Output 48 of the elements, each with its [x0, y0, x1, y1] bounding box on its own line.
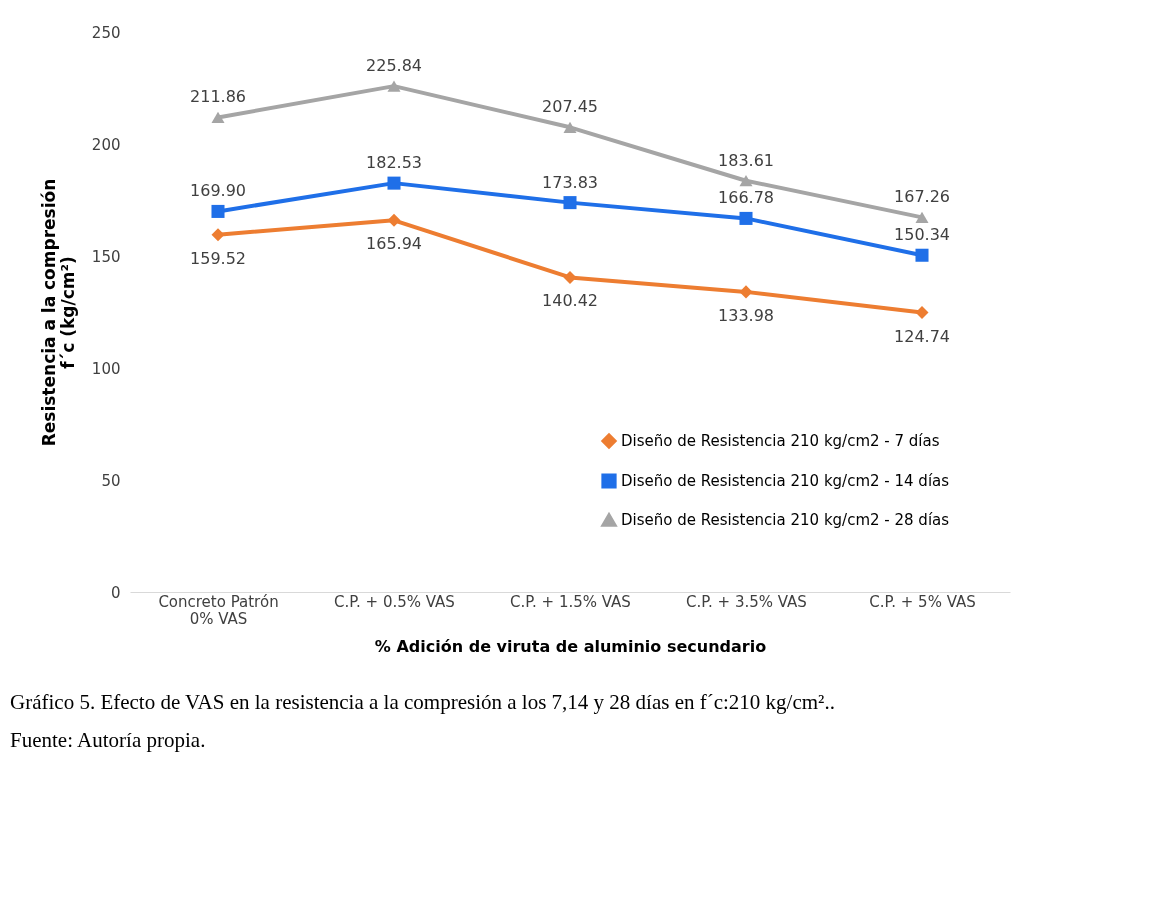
- y-tick-label: 50: [101, 471, 121, 490]
- data-label: 173.83: [542, 172, 598, 192]
- x-tick-label: Concreto Patrón 0% VAS: [158, 592, 279, 628]
- y-tick-label: 100: [91, 359, 121, 378]
- data-label: 183.61: [718, 150, 774, 170]
- x-axis-title: % Adición de viruta de aluminio secundario: [374, 636, 767, 656]
- point: [915, 248, 929, 262]
- data-label: 140.42: [542, 291, 598, 311]
- data-label: 211.86: [190, 87, 246, 107]
- point: [211, 228, 225, 242]
- data-label: 124.74: [894, 326, 950, 346]
- point: [563, 270, 577, 284]
- source-note: Fuente: Autoría propia.: [10, 728, 206, 752]
- data-label: 159.52: [190, 248, 246, 268]
- x-tick-label: C.P. + 1.5% VAS: [510, 592, 631, 611]
- legend-label: Diseño de Resistencia 210 kg/cm2 - 14 días: [621, 472, 950, 490]
- y-tick-label: 200: [91, 135, 121, 154]
- point: [387, 80, 401, 92]
- point: [563, 196, 577, 210]
- data-label: 225.84: [366, 56, 422, 76]
- point: [739, 285, 753, 299]
- data-label: 150.34: [894, 225, 950, 245]
- data-label: 166.78: [718, 188, 774, 208]
- point: [211, 111, 225, 124]
- data-label: 169.90: [190, 181, 246, 201]
- point: [563, 121, 577, 133]
- y-tick-label: 150: [91, 247, 121, 266]
- data-label: 167.26: [894, 187, 950, 207]
- point: [915, 306, 929, 320]
- data-label: 133.98: [718, 305, 774, 325]
- point: [211, 204, 225, 218]
- y-axis-title: Resistencia a la compresión f´c (kg/cm²): [38, 178, 78, 447]
- y-tick-label: 250: [91, 23, 121, 42]
- data-label: 165.94: [366, 234, 422, 254]
- point: [739, 175, 753, 187]
- legend-label: Diseño de Resistencia 210 kg/cm2 - 28 días: [621, 511, 950, 529]
- x-tick-label: C.P. + 5% VAS: [869, 592, 976, 611]
- data-label: 182.53: [366, 153, 422, 173]
- legend-label: Diseño de Resistencia 210 kg/cm2 - 7 días: [621, 432, 940, 450]
- point: [915, 211, 929, 223]
- data-label: 207.45: [542, 97, 598, 117]
- point: [387, 213, 401, 227]
- text: Gráfico 5. Efecto de VAS en la resistencia a la compresión a los 7,14 y 28 días en f´c:210 kg/cm²..: [10, 690, 835, 714]
- x-tick-label: C.P. + 3.5% VAS: [686, 592, 807, 611]
- y-tick-label: 0: [110, 583, 121, 602]
- point: [387, 176, 401, 190]
- x-tick-label: C.P. + 0.5% VAS: [334, 592, 455, 611]
- point: [739, 211, 753, 225]
